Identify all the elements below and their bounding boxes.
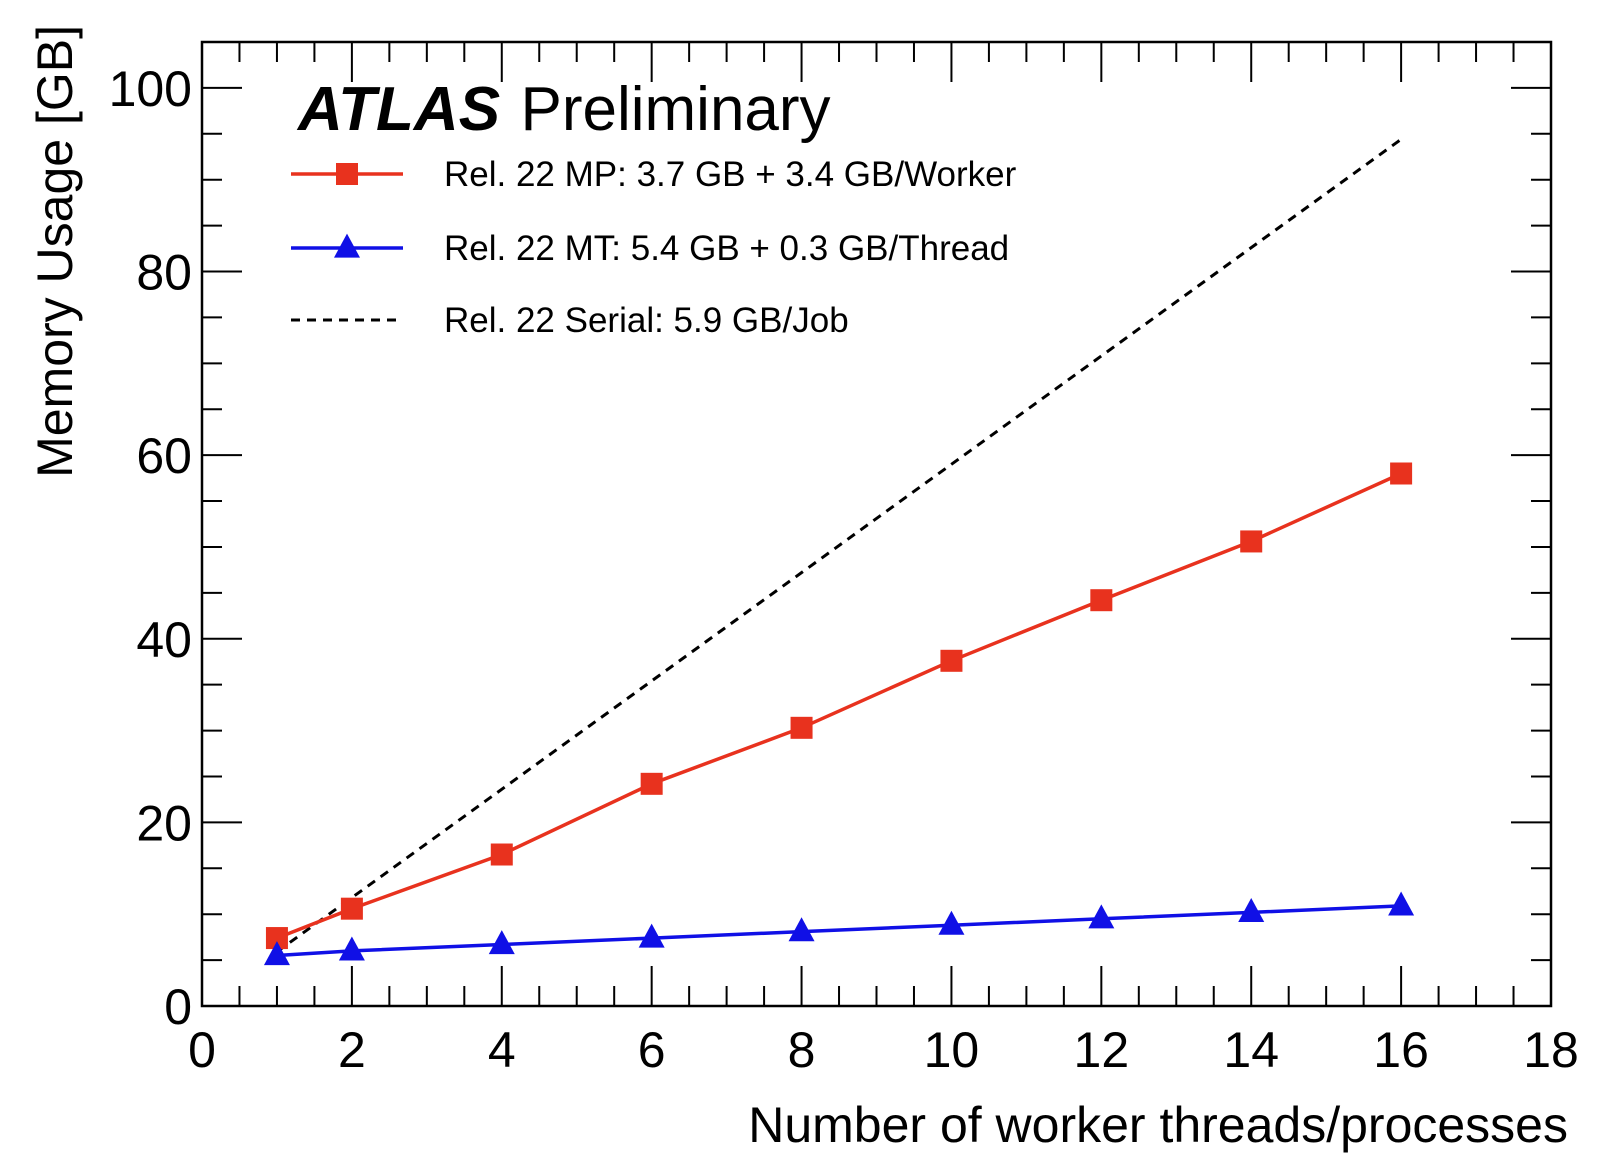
legend-entry: Rel. 22 Serial: 5.9 GB/Job — [291, 301, 849, 340]
y-tick-label: 40 — [136, 612, 192, 668]
data-point — [1090, 589, 1113, 612]
data-point — [265, 927, 288, 950]
data-point — [638, 923, 665, 948]
x-tick-label: 18 — [1523, 1022, 1579, 1078]
x-tick-label: 8 — [788, 1022, 816, 1078]
legend-label: Rel. 22 MP: 3.7 GB + 3.4 GB/Worker — [444, 155, 1017, 194]
data-point — [1088, 904, 1115, 929]
x-tick-label: 14 — [1223, 1022, 1279, 1078]
x-tick-label: 6 — [638, 1022, 666, 1078]
legend-entry: Rel. 22 MT: 5.4 GB + 0.3 GB/Thread — [291, 229, 1009, 268]
x-tick-label: 10 — [924, 1022, 980, 1078]
data-point — [338, 936, 365, 961]
legend: Rel. 22 MP: 3.7 GB + 3.4 GB/Worker Rel. 2… — [291, 155, 1017, 340]
y-tick-label: 80 — [136, 245, 192, 301]
x-tick-label: 2 — [338, 1022, 366, 1078]
atlas-name: ATLAS — [296, 75, 500, 144]
series-2 — [276, 138, 1402, 954]
atlas-status: Preliminary — [521, 75, 831, 144]
plot-frame — [200, 40, 1553, 1008]
x-tick-labels: 0 2 4 6 8 10 12 14 16 18 — [188, 1022, 1579, 1078]
data-point — [1240, 530, 1263, 553]
data-point — [1238, 897, 1265, 922]
minor-ticks — [202, 41, 1551, 1006]
legend-label: Rel. 22 MT: 5.4 GB + 0.3 GB/Thread — [444, 229, 1009, 268]
y-tick-label: 20 — [136, 795, 192, 851]
data-point — [640, 772, 663, 795]
series-line — [276, 138, 1402, 954]
x-axis-title: Number of worker threads/processes — [748, 1097, 1568, 1153]
y-axis-title: Memory Usage [GB] — [27, 25, 83, 478]
series-0 — [265, 462, 1413, 950]
data-point — [788, 917, 815, 942]
series-1 — [263, 891, 1415, 966]
data-point — [490, 843, 513, 866]
data-point — [1390, 462, 1413, 485]
svg-text:ATLAS Preliminary: ATLAS Preliminary — [296, 75, 831, 144]
y-tick-labels: 0 20 40 60 80 100 — [109, 61, 192, 1035]
y-tick-label: 60 — [136, 428, 192, 484]
data-point — [1388, 891, 1415, 916]
series-layer — [263, 138, 1415, 966]
x-tick-label: 0 — [188, 1022, 216, 1078]
y-tick-label: 0 — [164, 979, 192, 1035]
data-point — [940, 649, 963, 672]
data-point — [488, 930, 515, 955]
data-point — [340, 897, 363, 920]
data-point — [263, 941, 290, 966]
legend-marker — [334, 233, 360, 258]
x-tick-label: 4 — [488, 1022, 516, 1078]
data-point — [938, 910, 965, 935]
y-tick-label: 100 — [109, 61, 192, 117]
legend-entry: Rel. 22 MP: 3.7 GB + 3.4 GB/Worker — [291, 155, 1017, 194]
legend-label: Rel. 22 Serial: 5.9 GB/Job — [444, 301, 849, 340]
legend-marker — [336, 163, 358, 185]
x-tick-label: 16 — [1373, 1022, 1429, 1078]
data-point — [790, 716, 813, 739]
atlas-label: ATLAS Preliminary — [296, 75, 831, 144]
x-tick-label: 12 — [1074, 1022, 1130, 1078]
